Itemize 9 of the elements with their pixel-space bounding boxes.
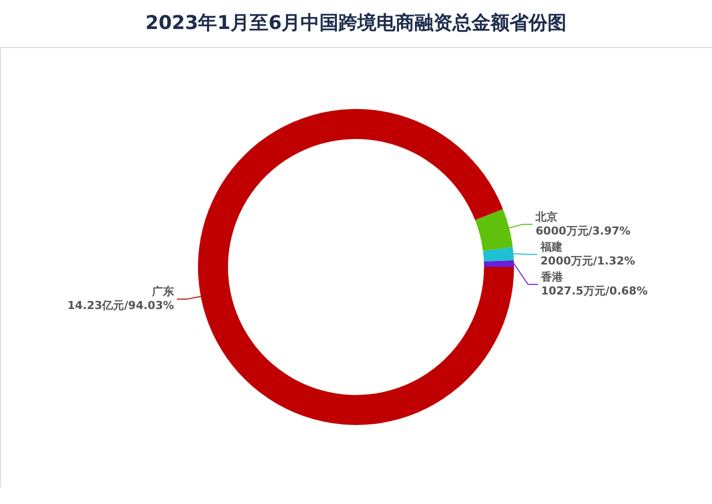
slice-label: 北京 <box>534 210 558 224</box>
data-label: 2000万元/1.32% <box>540 254 636 268</box>
slice-label: 香港 <box>540 270 564 284</box>
slice-label: 广东 <box>151 285 174 298</box>
data-label: 14.23亿元/94.03% <box>67 299 174 312</box>
data-label: 1027.5万元/0.68% <box>540 284 648 298</box>
data-label: 6000万元/3.97% <box>536 224 630 238</box>
chart-title: 2023年1月至6月中国跨境电商融资总金额省份图 <box>145 12 567 34</box>
slice-label: 福建 <box>539 240 562 254</box>
